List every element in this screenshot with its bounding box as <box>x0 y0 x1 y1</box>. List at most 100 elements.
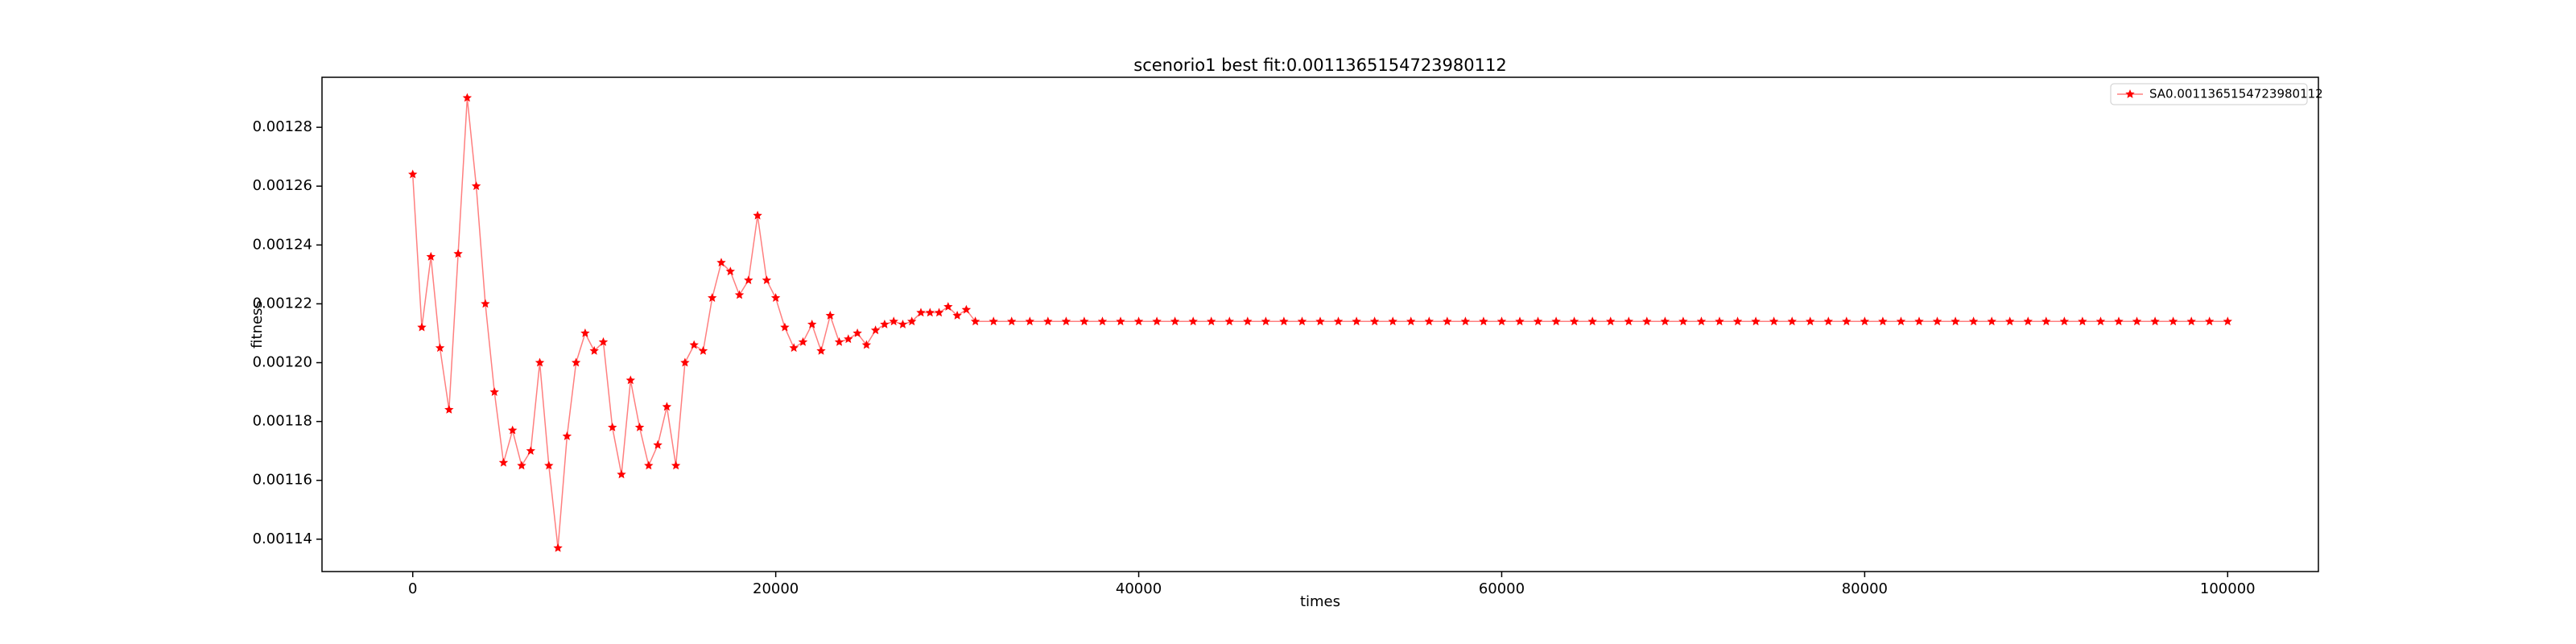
point-marker <box>1914 316 1924 326</box>
point-marker <box>1533 316 1543 326</box>
point-marker <box>589 345 599 355</box>
point-marker <box>634 422 645 431</box>
point-marker <box>1424 316 1434 326</box>
point-marker <box>580 328 590 337</box>
y-tick-label: 0.00126 <box>253 177 312 194</box>
point-marker <box>1007 316 1017 326</box>
y-tick-label: 0.00118 <box>253 413 312 430</box>
point-marker <box>1170 316 1180 326</box>
point-marker <box>1061 316 1071 326</box>
point-marker <box>662 402 672 411</box>
point-marker <box>1842 316 1852 326</box>
point-marker <box>1097 316 1108 326</box>
y-tick-label: 0.00120 <box>253 354 312 371</box>
point-marker <box>1860 316 1870 326</box>
point-marker <box>1769 316 1779 326</box>
point-marker <box>1787 316 1797 326</box>
point-marker <box>1297 316 1307 326</box>
point-marker <box>1496 316 1507 326</box>
point-marker <box>2041 316 2051 326</box>
point-marker <box>1951 316 1960 326</box>
point-marker <box>698 345 708 355</box>
point-marker <box>2150 316 2160 326</box>
point-marker <box>834 336 844 346</box>
point-marker <box>544 460 554 470</box>
point-marker <box>1642 316 1652 326</box>
point-marker <box>1715 316 1724 326</box>
point-marker <box>989 316 998 326</box>
y-tick-label: 0.00124 <box>253 236 312 253</box>
point-marker <box>608 422 617 431</box>
point-marker <box>2132 316 2142 326</box>
x-tick-label: 20000 <box>753 580 799 597</box>
point-marker <box>1987 316 1996 326</box>
point-marker <box>934 308 944 317</box>
point-marker <box>1551 316 1561 326</box>
y-tick-label: 0.00114 <box>253 530 312 547</box>
legend-marker <box>2125 89 2135 98</box>
point-marker <box>562 431 572 440</box>
point-marker <box>2005 316 2015 326</box>
point-marker <box>889 316 898 326</box>
point-marker <box>653 440 663 449</box>
point-marker <box>535 357 545 367</box>
point-marker <box>417 322 427 332</box>
point-marker <box>571 357 581 367</box>
point-marker <box>1080 316 1089 326</box>
point-marker <box>961 304 972 314</box>
point-marker <box>1968 316 1979 326</box>
point-marker <box>1388 316 1397 326</box>
point-marker <box>880 320 890 328</box>
point-marker <box>1352 316 1361 326</box>
point-marker <box>753 210 762 220</box>
point-marker <box>1333 316 1344 326</box>
point-marker <box>1279 316 1289 326</box>
point-marker <box>1043 316 1053 326</box>
point-marker <box>770 293 781 302</box>
point-marker <box>444 405 454 414</box>
point-marker <box>435 343 445 353</box>
point-marker <box>898 320 908 328</box>
x-tick-label: 60000 <box>1479 580 1525 597</box>
point-marker <box>762 275 772 284</box>
point-marker <box>1732 316 1743 326</box>
y-tick-label: 0.00116 <box>253 472 312 489</box>
point-marker <box>2168 316 2178 326</box>
point-marker <box>870 325 881 335</box>
point-marker <box>453 249 463 258</box>
point-marker <box>970 316 980 326</box>
point-marker <box>1823 316 1833 326</box>
point-marker <box>798 336 808 346</box>
point-marker <box>1587 316 1597 326</box>
point-marker <box>816 345 826 355</box>
point-marker <box>943 302 953 311</box>
legend-label: SA0.0011365154723980112 <box>2149 87 2323 101</box>
point-marker <box>553 543 563 552</box>
point-marker <box>1207 316 1216 326</box>
point-marker <box>2023 316 2033 326</box>
point-marker <box>916 308 926 317</box>
legend-box <box>2110 83 2308 105</box>
point-marker <box>1443 316 1452 326</box>
point-marker <box>844 334 853 344</box>
point-marker <box>1479 316 1488 326</box>
point-marker <box>625 375 635 385</box>
x-tick-label: 40000 <box>1116 580 1162 597</box>
point-marker <box>526 446 535 455</box>
point-marker <box>789 343 799 353</box>
point-marker <box>1896 316 1906 326</box>
point-marker <box>1224 316 1234 326</box>
point-marker <box>1696 316 1707 326</box>
point-marker <box>481 299 490 308</box>
point-marker <box>1188 316 1198 326</box>
point-marker <box>1261 316 1271 326</box>
point-marker <box>471 181 481 191</box>
point-marker <box>680 357 690 367</box>
point-marker <box>1315 316 1325 326</box>
point-marker <box>2095 316 2106 326</box>
point-marker <box>825 311 835 320</box>
chart-title: scenorio1 best fit:0.0011365154723980112 <box>1133 56 1506 75</box>
point-marker <box>508 425 518 435</box>
series-line <box>411 97 2228 548</box>
